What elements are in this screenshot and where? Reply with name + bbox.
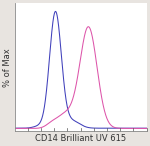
X-axis label: CD14 Brilliant UV 615: CD14 Brilliant UV 615 xyxy=(35,134,126,142)
Y-axis label: % of Max: % of Max xyxy=(3,48,12,87)
